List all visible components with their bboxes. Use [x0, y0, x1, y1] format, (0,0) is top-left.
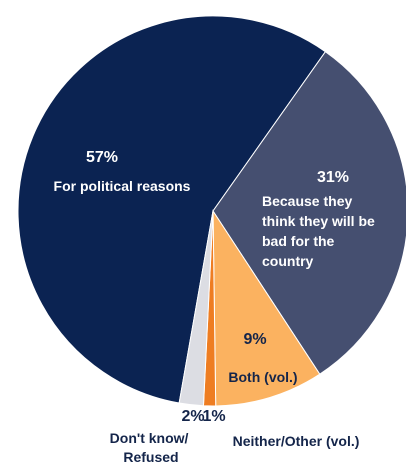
slice-label-line-1: Don't know/ — [110, 430, 189, 446]
slice-value-label-neither: 1% — [202, 408, 225, 425]
slice-label-dont-know: Don't know/ Refused — [110, 430, 193, 465]
slice-label-neither: Neither/Other (vol.) — [233, 433, 360, 449]
pie-slice-political — [17, 15, 327, 404]
pie-slice-both — [212, 209, 321, 407]
slice-label-political: For political reasons — [54, 178, 191, 194]
slice-label-line-2: think they will be — [262, 213, 375, 229]
pie-slice-bad-for-country — [212, 50, 406, 375]
slice-value-label-political: 57% — [86, 149, 118, 166]
slice-value-label-dont-know: 2% — [181, 408, 204, 425]
slice-label-line-3: bad for the — [262, 233, 335, 249]
pie-slices — [17, 15, 406, 407]
slice-label-bad-for-country: Because they think they will be bad for … — [262, 193, 379, 269]
slice-value-label-both: 9% — [243, 331, 266, 348]
slice-label-line-4: country — [262, 253, 314, 269]
pie-slice-dont-know — [178, 210, 214, 407]
slice-value-label-bad-for-country: 31% — [317, 169, 349, 186]
slice-label-line-2: Refused — [123, 449, 178, 465]
slice-label-both: Both (vol.) — [228, 369, 297, 385]
slice-label-line-1: Because they — [262, 193, 352, 209]
